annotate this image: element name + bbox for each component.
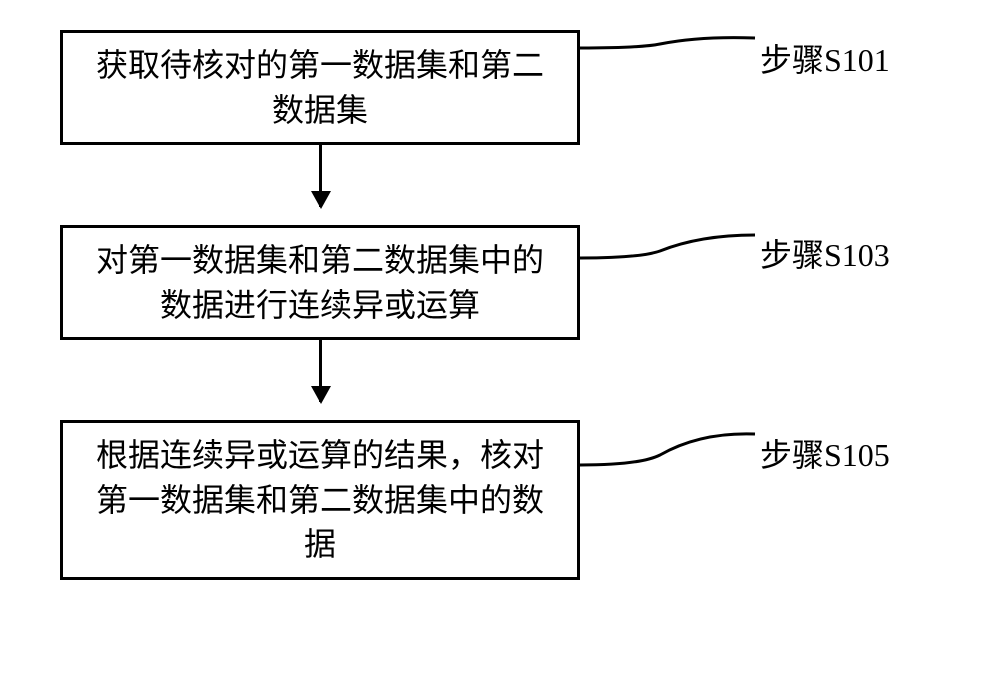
- step-label-s101: 步骤S101: [760, 35, 890, 81]
- step-label-s103: 步骤S103: [760, 230, 890, 276]
- step-text: 获取待核对的第一数据集和第二数据集: [83, 43, 557, 133]
- step-box-s105: 根据连续异或运算的结果，核对第一数据集和第二数据集中的数据: [60, 420, 580, 580]
- step-label-s105: 步骤S105: [760, 430, 890, 476]
- step-box-s103: 对第一数据集和第二数据集中的数据进行连续异或运算: [60, 225, 580, 340]
- connector-s105: [580, 420, 760, 490]
- step-text: 对第一数据集和第二数据集中的数据进行连续异或运算: [83, 238, 557, 328]
- arrow-s101-s103: [319, 145, 322, 207]
- step-text: 根据连续异或运算的结果，核对第一数据集和第二数据集中的数据: [83, 433, 557, 567]
- connector-s101: [580, 30, 760, 90]
- step-box-s101: 获取待核对的第一数据集和第二数据集: [60, 30, 580, 145]
- arrow-s103-s105: [319, 340, 322, 402]
- connector-s103: [580, 225, 760, 285]
